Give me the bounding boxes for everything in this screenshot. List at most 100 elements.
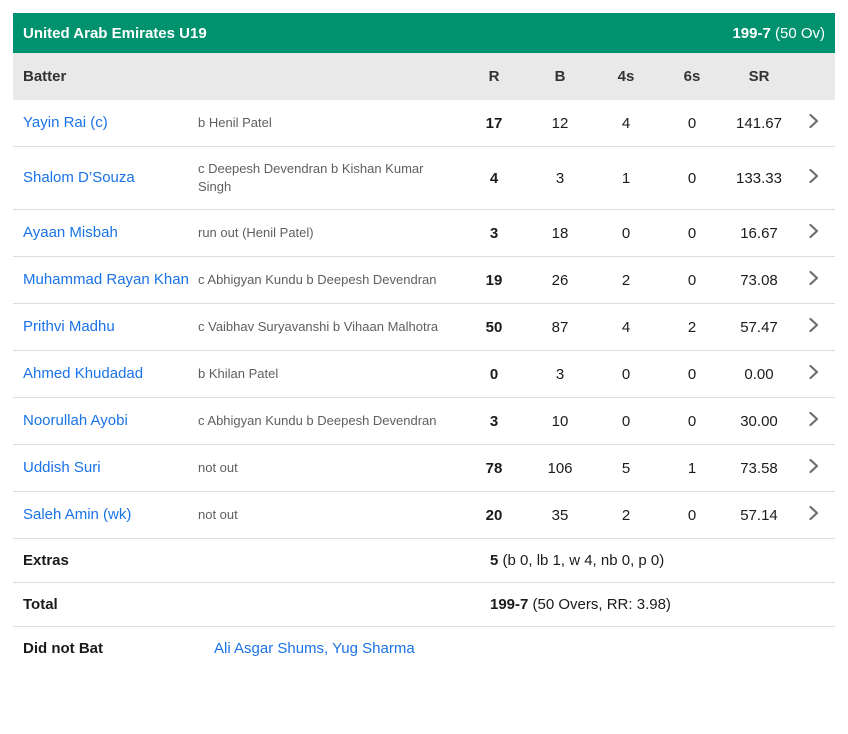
dismissal-text: b Khilan Patel bbox=[198, 366, 279, 381]
chevron-right-icon bbox=[809, 168, 819, 184]
balls-value: 18 bbox=[551, 224, 569, 242]
row-expand-button[interactable] bbox=[793, 364, 835, 384]
dismissal-text: not out bbox=[198, 507, 238, 522]
column-batter: Batter bbox=[23, 68, 67, 85]
fours-value: 2 bbox=[621, 271, 631, 289]
fours-value: 1 bbox=[621, 169, 631, 187]
row-expand-button[interactable] bbox=[793, 223, 835, 243]
runs-value: 20 bbox=[485, 506, 503, 524]
dismissal-text: not out bbox=[198, 460, 238, 475]
table-row[interactable]: Ahmed Khudadad b Khilan Patel 0 3 0 0 0.… bbox=[13, 351, 835, 398]
runs-value: 3 bbox=[489, 412, 499, 430]
sixes-value: 0 bbox=[687, 412, 697, 430]
table-row[interactable]: Saleh Amin (wk) not out 20 35 2 0 57.14 bbox=[13, 492, 835, 539]
innings-scorecard: United Arab Emirates U19 199-7 (50 Ov) B… bbox=[13, 13, 835, 670]
table-row[interactable]: Uddish Suri not out 78 106 5 1 73.58 bbox=[13, 445, 835, 492]
total-value: 199-7 (50 Overs, RR: 3.98) bbox=[490, 596, 671, 613]
fours-value: 0 bbox=[621, 365, 631, 383]
runs-value: 4 bbox=[489, 169, 499, 187]
chevron-right-icon bbox=[809, 223, 819, 239]
batter-name-link[interactable]: Ahmed Khudadad bbox=[23, 365, 144, 382]
chevron-right-icon bbox=[809, 458, 819, 474]
batter-name-link[interactable]: Noorullah Ayobi bbox=[23, 412, 128, 429]
balls-value: 35 bbox=[551, 506, 569, 524]
extras-label: Extras bbox=[23, 552, 69, 569]
table-row[interactable]: Yayin Rai (c) b Henil Patel 17 12 4 0 14… bbox=[13, 100, 835, 147]
row-expand-button[interactable] bbox=[793, 168, 835, 188]
column-balls: B bbox=[554, 68, 566, 85]
table-row[interactable]: Noorullah Ayobi c Abhigyan Kundu b Deepe… bbox=[13, 398, 835, 445]
dismissal-text: run out (Henil Patel) bbox=[198, 225, 314, 240]
table-row[interactable]: Prithvi Madhu c Vaibhav Suryavanshi b Vi… bbox=[13, 304, 835, 351]
batter-name-link[interactable]: Muhammad Rayan Khan bbox=[23, 271, 189, 288]
score-value: 199-7 bbox=[732, 24, 771, 42]
table-row[interactable]: Shalom D’Souza c Deepesh Devendran b Kis… bbox=[13, 147, 835, 210]
extras-value: 5 (b 0, lb 1, w 4, nb 0, p 0) bbox=[490, 552, 665, 569]
fours-value: 0 bbox=[621, 224, 631, 242]
column-strike-rate: SR bbox=[748, 68, 770, 85]
fours-value: 5 bbox=[621, 459, 631, 477]
dismissal-text: c Abhigyan Kundu b Deepesh Devendran bbox=[198, 413, 437, 428]
did-not-bat-label: Did not Bat bbox=[23, 640, 103, 657]
sixes-value: 0 bbox=[687, 365, 697, 383]
balls-value: 3 bbox=[555, 169, 565, 187]
batter-name-link[interactable]: Prithvi Madhu bbox=[23, 318, 115, 335]
balls-value: 3 bbox=[555, 365, 565, 383]
row-expand-button[interactable] bbox=[793, 458, 835, 478]
balls-value: 12 bbox=[551, 114, 569, 132]
team-score-bar: United Arab Emirates U19 199-7 (50 Ov) bbox=[13, 13, 835, 53]
row-expand-button[interactable] bbox=[793, 270, 835, 290]
column-runs: R bbox=[488, 68, 500, 85]
chevron-right-icon bbox=[809, 270, 819, 286]
sixes-value: 0 bbox=[687, 506, 697, 524]
balls-value: 87 bbox=[551, 318, 569, 336]
runs-value: 17 bbox=[485, 114, 503, 132]
sixes-value: 0 bbox=[687, 169, 697, 187]
sixes-value: 1 bbox=[687, 459, 697, 477]
strike-rate-value: 30.00 bbox=[740, 412, 778, 430]
runs-value: 19 bbox=[485, 271, 503, 289]
extras-row: Extras 5 (b 0, lb 1, w 4, nb 0, p 0) bbox=[13, 539, 835, 583]
dismissal-text: c Vaibhav Suryavanshi b Vihaan Malhotra bbox=[198, 319, 439, 334]
balls-value: 106 bbox=[547, 459, 573, 477]
sixes-value: 2 bbox=[687, 318, 697, 336]
table-row[interactable]: Ayaan Misbah run out (Henil Patel) 3 18 … bbox=[13, 210, 835, 257]
chevron-right-icon bbox=[809, 364, 819, 380]
balls-value: 26 bbox=[551, 271, 569, 289]
sixes-value: 0 bbox=[687, 271, 697, 289]
column-fours: 4s bbox=[617, 68, 635, 85]
strike-rate-value: 57.14 bbox=[740, 506, 778, 524]
fours-value: 4 bbox=[621, 114, 631, 132]
sixes-value: 0 bbox=[687, 114, 697, 132]
table-row[interactable]: Muhammad Rayan Khan c Abhigyan Kundu b D… bbox=[13, 257, 835, 304]
overs-value: (50 Ov) bbox=[770, 24, 825, 42]
did-not-bat-players-link[interactable]: Ali Asgar Shums, Yug Sharma bbox=[214, 640, 415, 657]
column-sixes: 6s bbox=[683, 68, 701, 85]
row-expand-button[interactable] bbox=[793, 317, 835, 337]
batter-name-link[interactable]: Shalom D’Souza bbox=[23, 169, 135, 186]
chevron-right-icon bbox=[809, 317, 819, 333]
sixes-value: 0 bbox=[687, 224, 697, 242]
strike-rate-value: 0.00 bbox=[744, 365, 774, 383]
strike-rate-value: 16.67 bbox=[740, 224, 778, 242]
strike-rate-value: 57.47 bbox=[740, 318, 778, 336]
team-name: United Arab Emirates U19 bbox=[23, 24, 207, 42]
batter-name-link[interactable]: Ayaan Misbah bbox=[23, 224, 118, 241]
runs-value: 3 bbox=[489, 224, 499, 242]
runs-value: 50 bbox=[485, 318, 503, 336]
row-expand-button[interactable] bbox=[793, 113, 835, 133]
batter-name-link[interactable]: Uddish Suri bbox=[23, 459, 101, 476]
did-not-bat-row: Did not Bat Ali Asgar Shums, Yug Sharma bbox=[13, 627, 835, 670]
strike-rate-value: 73.08 bbox=[740, 271, 778, 289]
batter-name-link[interactable]: Saleh Amin (wk) bbox=[23, 506, 132, 523]
team-score: 199-7 (50 Ov) bbox=[732, 25, 825, 42]
row-expand-button[interactable] bbox=[793, 505, 835, 525]
dismissal-text: c Abhigyan Kundu b Deepesh Devendran bbox=[198, 272, 437, 287]
row-expand-button[interactable] bbox=[793, 411, 835, 431]
dismissal-text: c Deepesh Devendran b Kishan Kumar Singh bbox=[198, 161, 424, 194]
fours-value: 4 bbox=[621, 318, 631, 336]
runs-value: 0 bbox=[489, 365, 499, 383]
total-label: Total bbox=[23, 596, 58, 613]
dismissal-text: b Henil Patel bbox=[198, 115, 272, 130]
batter-name-link[interactable]: Yayin Rai (c) bbox=[23, 114, 108, 131]
